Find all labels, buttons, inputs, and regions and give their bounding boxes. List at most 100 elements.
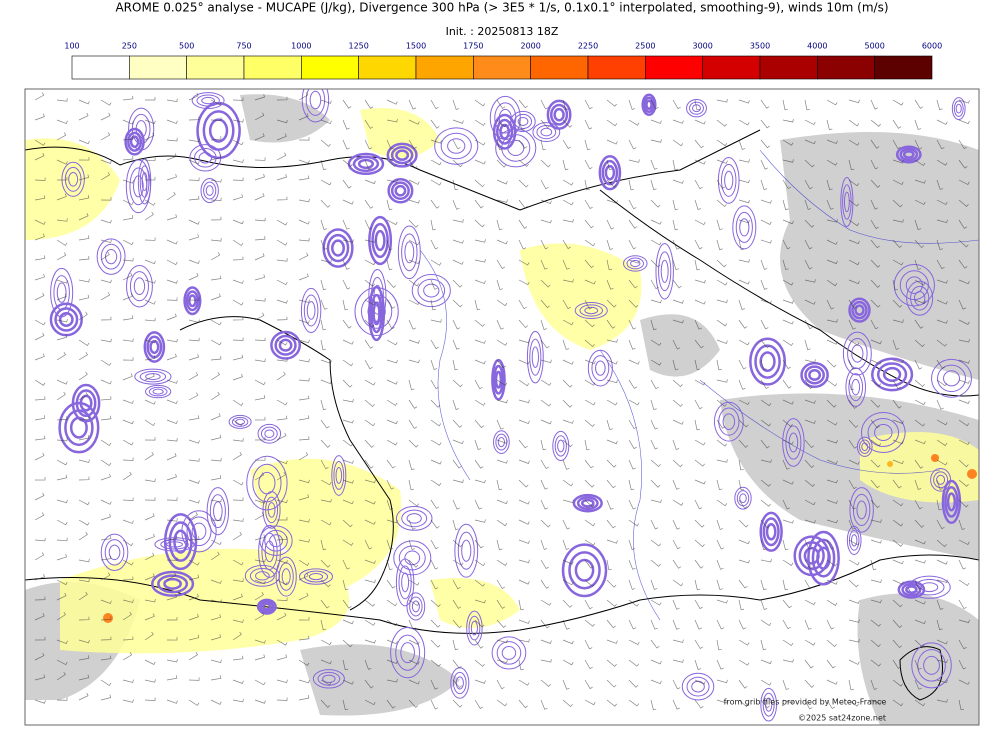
wind-barb <box>672 659 684 663</box>
wind-barb <box>958 299 967 310</box>
wind-barb <box>430 539 439 550</box>
wind-barb <box>782 179 792 189</box>
wind-barb <box>386 299 396 309</box>
wind-barb <box>166 557 178 561</box>
wind-barb <box>122 539 134 547</box>
wind-barb <box>540 119 550 129</box>
wind-barb <box>606 599 617 607</box>
wind-barb <box>738 359 747 370</box>
wind-barb <box>34 596 46 601</box>
wind-barb <box>870 699 882 704</box>
contour <box>124 127 145 156</box>
wind-barb <box>870 299 881 308</box>
wind-barb <box>496 239 508 245</box>
contour <box>200 178 219 204</box>
wind-barb <box>122 239 134 246</box>
wind-barb <box>188 272 199 281</box>
wind-barb <box>826 379 838 387</box>
wind-barb <box>320 179 332 186</box>
contour <box>580 498 595 508</box>
wind-barb <box>166 279 178 284</box>
wind-barb <box>496 539 503 551</box>
wind-barb <box>342 159 353 167</box>
wind-barb <box>716 239 723 251</box>
wind-barb <box>540 379 552 386</box>
wind-barb <box>716 399 727 407</box>
cape-peaks <box>103 454 977 623</box>
wind-barb <box>694 519 705 528</box>
contour <box>390 627 426 679</box>
wind-barb <box>34 195 46 201</box>
wind-barb <box>782 99 788 111</box>
wind-barb <box>320 619 327 631</box>
wind-barb <box>122 652 133 661</box>
wind-barb <box>672 559 682 569</box>
wind-barb <box>848 159 855 171</box>
wind-barb <box>188 439 200 444</box>
contour <box>576 496 599 511</box>
wind-barb <box>298 395 310 401</box>
contour <box>423 283 440 298</box>
contour <box>386 142 418 168</box>
contour <box>191 92 225 109</box>
colorbar-label: 2250 <box>578 42 598 51</box>
wind-barb <box>848 379 855 391</box>
wind-barb <box>914 579 922 590</box>
wind-barb <box>298 339 310 344</box>
wind-barb <box>672 359 679 371</box>
wind-barb <box>496 659 508 664</box>
colorbar-label: 5000 <box>864 42 884 51</box>
wind-barb <box>298 159 310 164</box>
contour <box>793 535 830 577</box>
wind-barb <box>364 339 374 349</box>
wind-barb <box>540 159 551 168</box>
wind-barb <box>188 319 200 323</box>
wind-barb <box>276 119 288 124</box>
wind-barb <box>386 539 394 550</box>
wind-barb <box>408 579 420 586</box>
wind-barb <box>188 613 199 621</box>
wind-barb <box>56 159 68 165</box>
contour <box>532 122 561 143</box>
wind-barb <box>166 438 178 442</box>
wind-barb <box>628 359 640 365</box>
wind-barb <box>78 499 90 506</box>
wind-barb <box>958 359 970 364</box>
wind-barb <box>760 199 772 204</box>
wind-barb <box>518 639 530 643</box>
wind-barb <box>540 519 551 528</box>
contour <box>104 539 125 566</box>
wind-barb <box>518 699 528 709</box>
wind-barb <box>562 319 574 326</box>
wind-barb <box>782 239 791 250</box>
wind-barb <box>78 434 90 441</box>
wind-barb <box>584 299 593 310</box>
contour <box>552 430 570 462</box>
wind-barb <box>386 339 398 346</box>
wind-barb <box>188 574 200 581</box>
wind-barb <box>760 399 772 407</box>
wind-barb <box>320 539 327 551</box>
wind-barb <box>870 419 880 429</box>
wind-barb <box>606 339 618 343</box>
wind-barb <box>760 359 767 371</box>
wind-barb <box>408 279 420 287</box>
wind-barb <box>56 639 68 644</box>
wind-barb <box>232 679 244 684</box>
wind-barb <box>782 559 794 566</box>
wind-barb <box>254 274 266 281</box>
contour <box>591 355 610 382</box>
wind-barb <box>320 479 332 486</box>
wind-barb <box>232 497 244 501</box>
wind-barb <box>210 614 222 621</box>
wind-barb <box>672 319 684 324</box>
wind-barb <box>78 578 90 583</box>
wind-barb <box>694 679 706 685</box>
wind-barb <box>320 679 332 686</box>
wind-barb <box>56 132 67 141</box>
wind-barb <box>342 439 354 447</box>
wind-barb <box>716 659 724 670</box>
wind-barb <box>562 119 573 128</box>
